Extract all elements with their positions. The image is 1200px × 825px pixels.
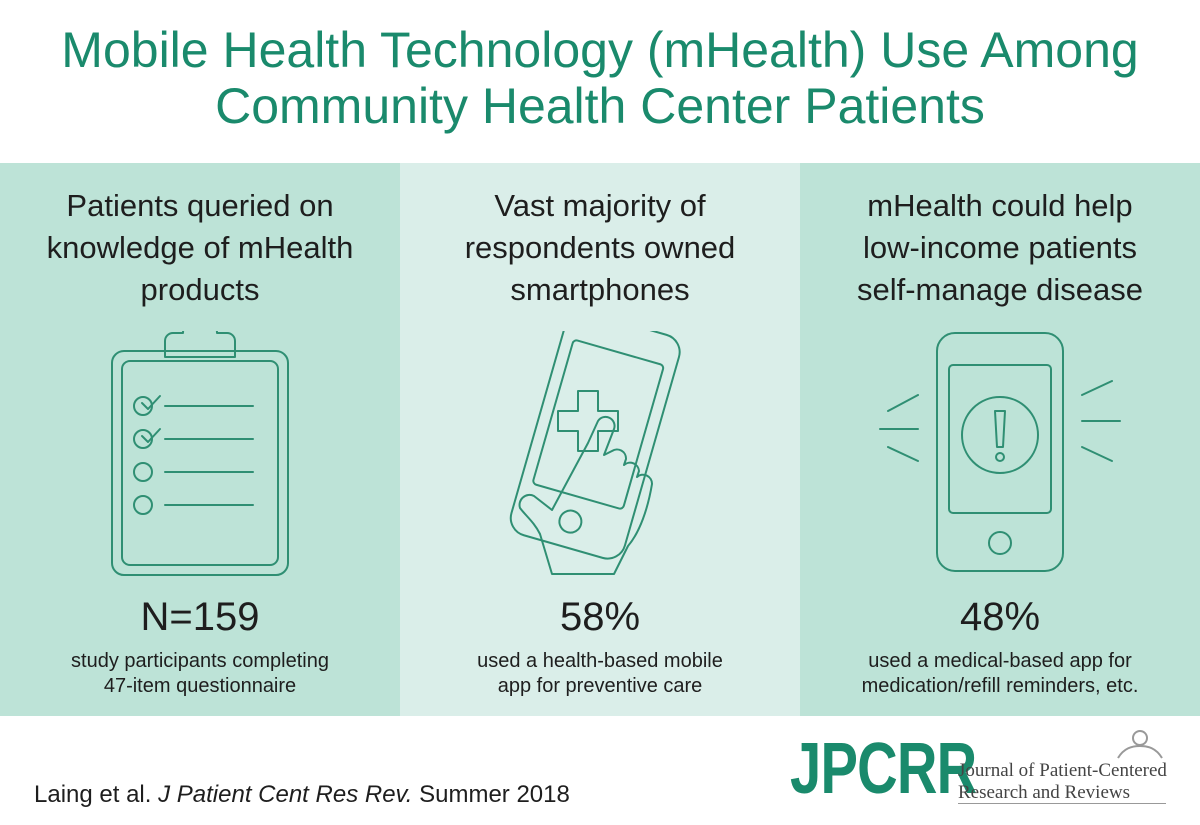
panel-participants: Patients queried on knowledge of mHealth…	[0, 163, 400, 716]
panel-smartphones: Vast majority of respondents owned smart…	[400, 163, 800, 716]
heading-line: smartphones	[510, 272, 690, 307]
desc-line: 47-item questionnaire	[103, 675, 297, 697]
citation-authors: Laing et al.	[34, 781, 152, 808]
heading-line: products	[140, 272, 260, 307]
stat-value: N=159	[140, 595, 260, 639]
stat-description: used a health-based mobile app for preve…	[400, 649, 800, 699]
citation-date: Summer 2018	[419, 781, 570, 808]
title-line-1: Mobile Health Technology (mHealth) Use A…	[61, 22, 1139, 78]
logo-wordmark: Journal of Patient-Centered Research and…	[958, 760, 1167, 804]
title-line-2: Community Health Center Patients	[215, 78, 985, 134]
logo-line-2: Research and Reviews	[958, 782, 1130, 803]
stat-description: study participants completing 47-item qu…	[0, 649, 400, 699]
smartphone-touch-health-icon	[400, 331, 800, 581]
citation-journal: J Patient Cent Res Rev.	[158, 781, 413, 808]
heading-line: knowledge of mHealth	[46, 230, 354, 265]
stat-description: used a medical-based app for medication/…	[800, 649, 1200, 699]
desc-line: used a health-based mobile	[477, 650, 723, 672]
heading-line: respondents owned	[464, 230, 736, 265]
panel-heading: Patients queried on knowledge of mHealth…	[0, 185, 400, 311]
heading-line: mHealth could help	[867, 188, 1133, 223]
panel-heading: Vast majority of respondents owned smart…	[400, 185, 800, 311]
panel-heading: mHealth could help low-income patients s…	[800, 185, 1200, 311]
heading-line: low-income patients	[863, 230, 1137, 265]
smartphone-alert-icon	[800, 331, 1200, 581]
journal-logo: JPCRR Journal of Patient-Centered Resear…	[790, 730, 1180, 815]
stat-value: 58%	[559, 595, 641, 639]
desc-line: app for preventive care	[497, 675, 703, 697]
heading-line: Patients queried on	[66, 188, 334, 223]
person-figure-icon	[1117, 730, 1163, 759]
heading-line: Vast majority of	[494, 188, 706, 223]
logo-mark: JPCRR	[790, 729, 977, 809]
desc-line: medication/refill reminders, etc.	[861, 675, 1139, 697]
desc-line: used a medical-based app for	[868, 650, 1132, 672]
citation: Laing et al. J Patient Cent Res Rev. Sum…	[34, 780, 570, 810]
clipboard-checklist-icon	[0, 331, 400, 581]
desc-line: study participants completing	[71, 650, 329, 672]
heading-line: self-manage disease	[856, 272, 1144, 307]
logo-line-1: Journal of Patient-Centered	[958, 760, 1167, 781]
panel-self-manage: mHealth could help low-income patients s…	[800, 163, 1200, 716]
page-title: Mobile Health Technology (mHealth) Use A…	[0, 22, 1200, 134]
logo-rule	[958, 803, 1166, 804]
stat-value: 48%	[959, 595, 1041, 639]
